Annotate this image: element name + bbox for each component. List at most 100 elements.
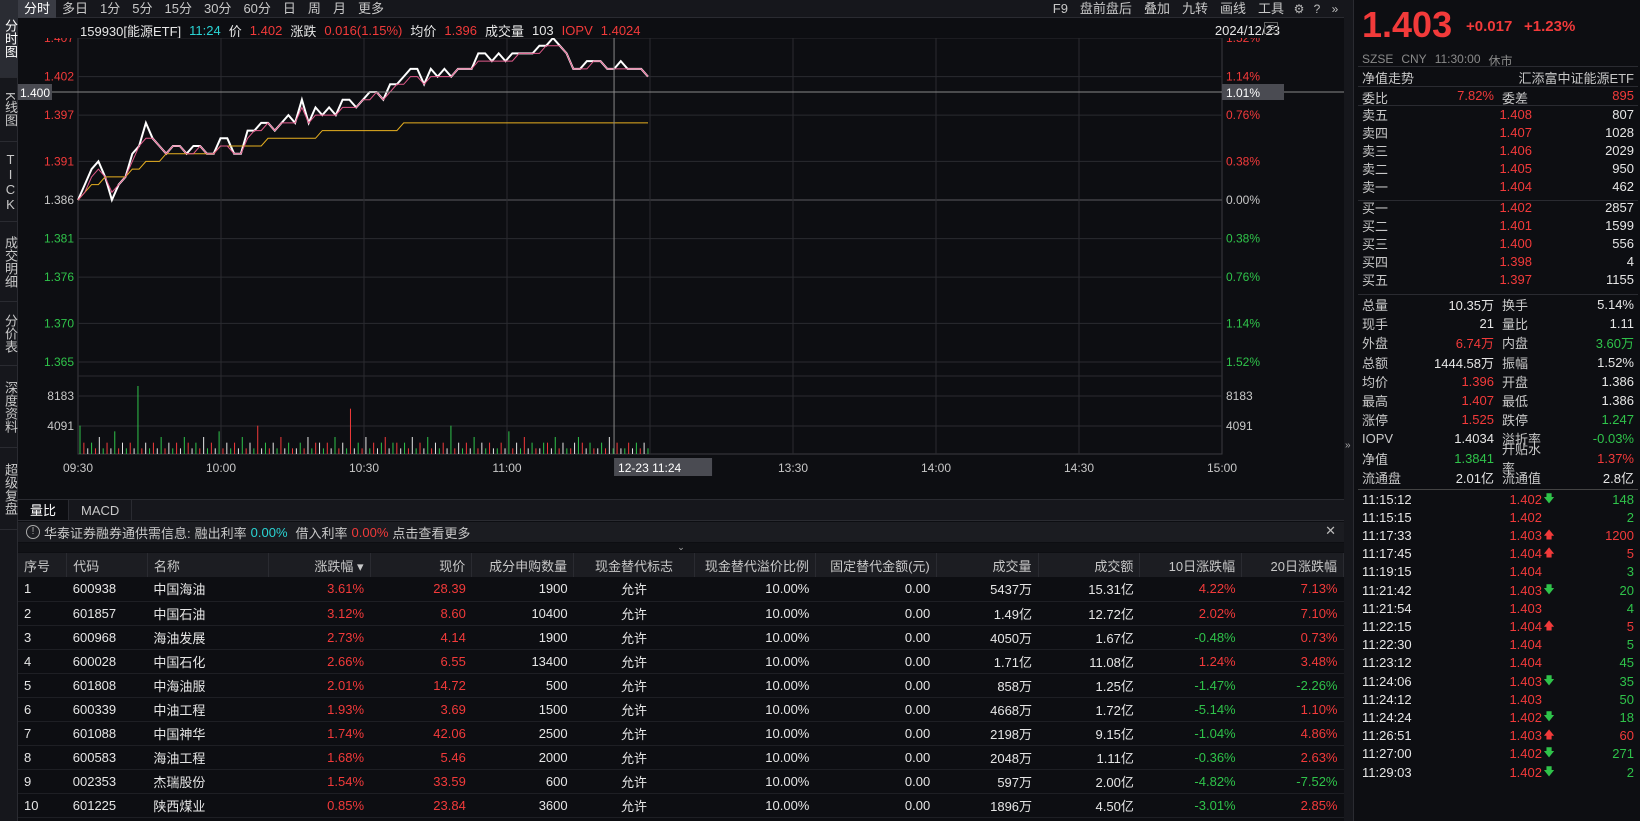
table-row[interactable]: 10 601225 陕西煤业 0.85% 23.84 3600 允许 10.00% 0.00 18… — [18, 793, 1344, 818]
period-more[interactable]: 更多 — [357, 0, 384, 16]
tick-time: 11:15:15 — [1362, 509, 1412, 525]
nav-trend-row[interactable]: 净值走势 汇添富中证能源ETF — [1362, 68, 1634, 87]
nav-trend-link[interactable]: 净值走势 — [1362, 71, 1415, 86]
table-row[interactable]: 9 002353 杰瑞股份 1.54% 33.59 600 允许 10.00% 0.00 597万… — [18, 769, 1344, 794]
chart-canvas[interactable]: 1.407 1.52% 1.402 1.14% 1.397 0.76% 1.391 0.38%… — [18, 38, 1344, 498]
bid-level[interactable]: 买四 1.398 4 — [1362, 252, 1634, 271]
period-1min[interactable]: 1分 — [100, 0, 121, 16]
column-header[interactable]: 序号 — [18, 553, 68, 577]
table-row[interactable]: 2 601857 中国石油 3.12% 8.60 10400 允许 10.00% 0.00 1.4… — [18, 601, 1344, 626]
vtab-kline[interactable]: K线图 — [0, 78, 18, 142]
y-tick-label: 1.391 — [44, 154, 74, 168]
table-row[interactable]: 7 601088 中国神华 1.74% 42.06 2500 允许 10.00% 0.00 219… — [18, 721, 1344, 746]
price-change-pct: +1.23% — [1524, 18, 1576, 35]
stat-label: 最高 — [1362, 394, 1389, 409]
tick-row: 11:21:54 1.403 4 — [1362, 599, 1634, 617]
column-header[interactable]: 20日涨跌幅 — [1241, 553, 1344, 577]
vtab-deal-detail[interactable]: 成交明细 — [0, 222, 18, 302]
info-time: 11:24 — [189, 22, 221, 38]
column-header[interactable]: 现金替代溢价比例 — [694, 553, 816, 577]
quote-time: 11:30:00 — [1434, 52, 1481, 66]
vtab-depth[interactable]: 深度资料 — [0, 366, 18, 448]
vtab-timeshare[interactable]: 分时图 — [0, 0, 18, 78]
column-header[interactable]: 名称 — [147, 553, 269, 577]
vtab-tick[interactable]: TICK — [0, 142, 18, 222]
f9-button[interactable]: F9 — [1052, 0, 1068, 16]
column-header[interactable]: 代码 — [66, 553, 148, 577]
level-volume: 2029 — [1605, 143, 1634, 158]
bid-level[interactable]: 买二 1.401 1599 — [1362, 216, 1634, 235]
period-5min[interactable]: 5分 — [132, 0, 153, 16]
ask-level[interactable]: 卖三 1.406 2029 — [1362, 141, 1634, 160]
x-tick-label: 14:00 — [921, 461, 951, 475]
bid-level[interactable]: 买五 1.397 1155 — [1362, 270, 1634, 289]
period-day[interactable]: 日 — [282, 0, 296, 16]
ask-level[interactable]: 卖二 1.405 950 — [1362, 159, 1634, 178]
table-cell: 1.67亿 — [1038, 625, 1140, 650]
tick-volume: 148 — [1612, 491, 1634, 507]
fund-name: 汇添富中证能源ETF — [1518, 71, 1634, 86]
overlay-button[interactable]: 叠加 — [1143, 0, 1170, 16]
tick-volume: 60 — [1619, 728, 1634, 744]
table-cell: 13400 — [471, 649, 574, 674]
table-cell: 2048万 — [936, 745, 1039, 770]
y-pct-tick-label: 0.00% — [1226, 193, 1260, 207]
tools-button[interactable]: 工具 — [1257, 0, 1284, 16]
level-volume: 1028 — [1605, 125, 1634, 140]
column-header[interactable]: 现金替代标志 — [573, 553, 695, 577]
period-timeshare[interactable]: 分时 — [18, 0, 57, 18]
column-header[interactable]: 现价 — [370, 553, 473, 577]
help-icon[interactable]: ? — [1313, 1, 1321, 16]
panel-collapse-handle[interactable]: » — [1344, 0, 1353, 821]
bid-level[interactable]: 买一 1.402 2857 — [1362, 198, 1634, 217]
price-change: +0.017 — [1466, 18, 1513, 35]
vtab-replay[interactable]: 超级复盘 — [0, 448, 18, 530]
ask-level[interactable]: 卖五 1.408 807 — [1362, 105, 1634, 124]
table-row[interactable]: 5 601808 中海油服 2.01% 14.72 500 允许 10.00% 0.00 858万… — [18, 673, 1344, 698]
period-15min[interactable]: 15分 — [164, 0, 192, 16]
period-60min[interactable]: 60分 — [243, 0, 271, 16]
table-cell: 8 — [18, 745, 67, 770]
tab-volume-ratio[interactable]: 量比 — [18, 500, 70, 520]
expand-right-icon[interactable]: » — [1331, 1, 1339, 16]
period-multiday[interactable]: 多日 — [62, 0, 89, 16]
bid-level[interactable]: 买三 1.400 556 — [1362, 234, 1634, 253]
table-row[interactable]: 3 600968 海油发展 2.73% 4.14 1900 允许 10.00% 0.00 4050… — [18, 625, 1344, 650]
level-volume: 1599 — [1605, 218, 1634, 233]
vtab-price-table[interactable]: 分价表 — [0, 302, 18, 366]
pre-post-market-button[interactable]: 盘前盘后 — [1079, 0, 1132, 16]
settings-gear-icon[interactable]: ⚙ — [1293, 1, 1305, 16]
stat-value: 10.35万 — [1448, 298, 1494, 313]
nine-turn-button[interactable]: 九转 — [1181, 0, 1208, 16]
ask-level[interactable]: 卖一 1.404 462 — [1362, 177, 1634, 196]
expand-chevron-icon[interactable]: ⌄ — [18, 543, 1344, 552]
ask-level[interactable]: 卖四 1.407 1028 — [1362, 123, 1634, 142]
period-month[interactable]: 月 — [332, 0, 346, 16]
table-row[interactable]: 6 600339 中油工程 1.93% 3.69 1500 允许 10.00% 0.00 4668… — [18, 697, 1344, 722]
column-header[interactable]: 涨跌幅 ▾ — [268, 553, 371, 577]
stat-row: 最高 1.407 最低 1.386 — [1362, 391, 1634, 410]
table-row[interactable]: 4 600028 中国石化 2.66% 6.55 13400 允许 10.00% 0.00 1.7… — [18, 649, 1344, 674]
close-icon[interactable]: ✕ — [1325, 523, 1336, 538]
table-cell: 5437万 — [936, 577, 1039, 602]
avg-value: 1.396 — [444, 22, 477, 38]
column-header[interactable]: 成交额 — [1038, 553, 1141, 577]
volume-value: 103 — [531, 22, 554, 38]
table-row[interactable]: 8 600583 海油工程 1.68% 5.46 2000 允许 10.00% 0.00 2048… — [18, 745, 1344, 770]
margin-notice-bar[interactable]: ! 华泰证券融券通供需信息: 融出利率 0.00% 借入利率 0.00% 点击查… — [18, 522, 1344, 542]
column-header[interactable]: 固定替代金额(元) — [815, 553, 937, 577]
period-week[interactable]: 周 — [307, 0, 321, 16]
column-header[interactable]: 成分申购数量 — [471, 553, 575, 577]
chart-menu-icon[interactable]: ≡ — [1264, 22, 1278, 34]
tab-macd[interactable]: MACD — [69, 500, 133, 520]
table-row[interactable]: 1 600938 中国海油 3.61% 28.39 1900 允许 10.00% 0.00 543… — [18, 577, 1344, 602]
notice-more-link[interactable]: 点击查看更多 — [392, 525, 471, 541]
column-header[interactable]: 10日涨跌幅 — [1139, 553, 1243, 577]
period-30min[interactable]: 30分 — [203, 0, 232, 16]
tick-price: 1.403 — [1509, 673, 1542, 689]
table-cell: -2.26% — [1241, 673, 1344, 698]
draw-line-button[interactable]: 画线 — [1219, 0, 1246, 16]
timeshare-chart[interactable]: 1.407 1.52% 1.402 1.14% 1.397 0.76% 1.391 0.38%… — [18, 38, 1344, 498]
level-label: 卖四 — [1362, 126, 1389, 141]
column-header[interactable]: 成交量 — [936, 553, 1039, 577]
